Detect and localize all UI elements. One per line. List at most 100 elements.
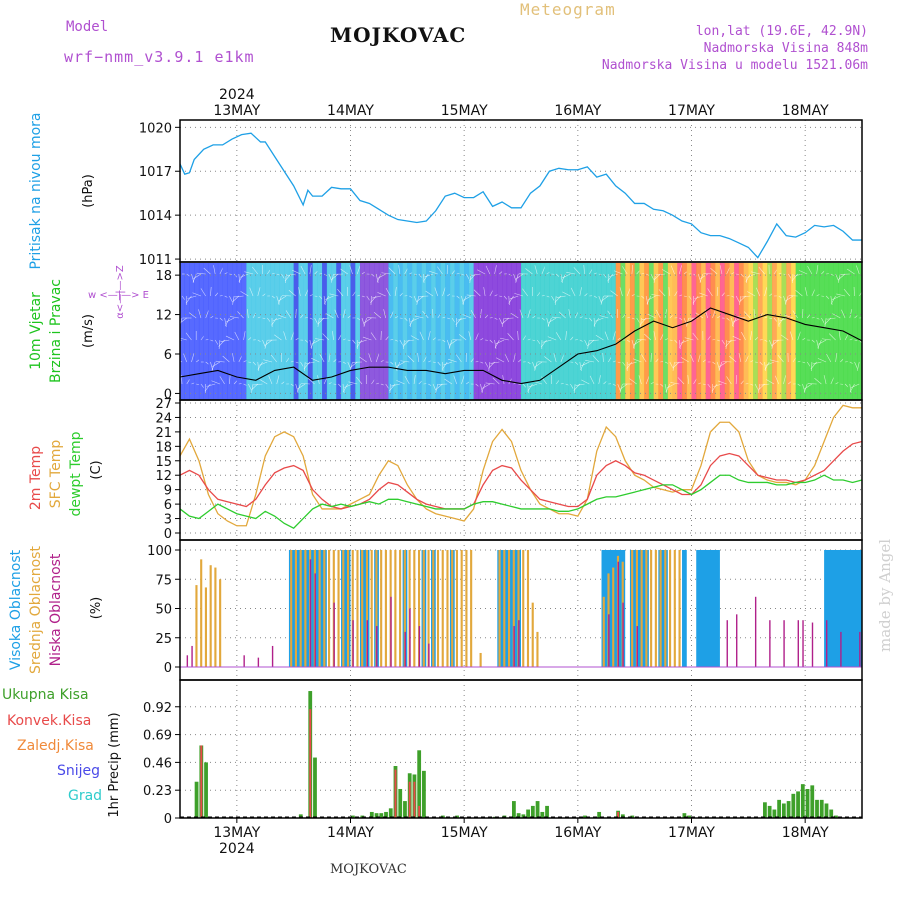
total-precip-bar: [384, 811, 388, 818]
wind-barb: [473, 289, 481, 297]
wind-barb: [373, 311, 382, 319]
wind-barb: [377, 273, 386, 279]
wind-barb: [435, 383, 443, 391]
wind-field-cell: [217, 263, 223, 400]
wind-barb: [607, 273, 614, 282]
mid-cloud-bar: [612, 567, 615, 667]
cloud-ytick-label-4: 100: [147, 544, 172, 559]
wind-field-cell: [255, 263, 261, 400]
wind-field-cell: [459, 263, 465, 400]
wind-barb: [513, 353, 516, 363]
wind-barb: [483, 287, 486, 297]
total-precip-bar: [772, 809, 777, 818]
low-cloud-bar: [271, 645, 274, 667]
wind-barb: [183, 353, 188, 363]
total-precip-bar: [545, 805, 549, 818]
wind-barb: [856, 265, 860, 275]
total-precip-bar: [313, 757, 317, 818]
wind-field-cell: [445, 263, 451, 400]
wind-field-cell: [435, 263, 441, 400]
wind-axis-title-1: 10m Vjetar: [28, 292, 44, 370]
wind-barb: [494, 265, 497, 275]
pressure-ytick-label-1: 1014: [139, 209, 172, 224]
wind-barb: [437, 266, 443, 275]
wind-field-cell: [213, 263, 219, 400]
wind-barb: [746, 273, 756, 278]
mid-cloud-bar: [337, 550, 340, 667]
wind-barb: [677, 377, 685, 385]
wind-field-cell: [615, 263, 621, 400]
high-cloud-bar: [824, 550, 862, 667]
wind-barb: [725, 339, 727, 349]
wind-field-cell: [511, 263, 517, 400]
mid-cloud-bar: [631, 550, 634, 667]
wind-barb: [203, 267, 211, 275]
total-precip-bar: [379, 813, 384, 818]
wind-barb: [281, 295, 291, 297]
wind-barb: [692, 332, 699, 341]
low-cloud-bar: [243, 655, 245, 667]
wind-barb: [710, 267, 718, 275]
mid-cloud-bar: [422, 550, 425, 667]
wind-field-cell: [767, 263, 773, 400]
model-elevation-text: Nadmorska Visina u modelu 1521.06m: [601, 58, 868, 73]
wind-barb: [651, 294, 661, 297]
wind-barb: [499, 337, 509, 341]
wind-field-cell: [648, 263, 654, 400]
wind-field-cell: [397, 263, 403, 400]
low-cloud-bar: [352, 620, 354, 667]
wind-barb: [329, 293, 339, 297]
wind-barb: [692, 295, 699, 304]
wind-barb: [277, 314, 287, 319]
wind-barb: [533, 381, 543, 385]
wind-barb: [668, 287, 671, 297]
wind-barb: [678, 339, 681, 349]
wind-speed-line: [179, 307, 863, 385]
wind-barb: [599, 315, 609, 319]
low-cloud-bar: [811, 622, 814, 667]
top-day-label-4: 17MAY: [668, 103, 715, 119]
wind-field-cell: [293, 263, 299, 400]
wind-field-cell: [629, 263, 635, 400]
wind-barb: [666, 383, 675, 389]
wind-field-cell: [355, 263, 361, 400]
wind-barb: [812, 361, 822, 365]
mid-cloud-bar: [479, 652, 482, 667]
wind-barb: [462, 295, 472, 301]
wind-barb: [350, 361, 358, 368]
wind-barb: [200, 288, 206, 297]
temp-ytick-label-8: 24: [155, 411, 172, 426]
wind-barb: [598, 375, 601, 385]
wind-barb: [238, 273, 241, 283]
wind-barb: [343, 383, 349, 392]
low-cloud-axis-title: Niska Oblacnost: [48, 553, 64, 666]
wind-barb: [826, 317, 836, 320]
wind-barb: [653, 331, 656, 341]
cloud-ytick-label-2: 50: [155, 603, 172, 618]
mid-cloud-bar: [503, 550, 506, 667]
wind-barb: [629, 378, 637, 385]
wind-barb: [388, 267, 396, 275]
wind-barb: [218, 339, 221, 349]
wind-barb: [517, 331, 519, 341]
wind-field-cell: [601, 263, 607, 400]
wind-barb: [185, 295, 192, 304]
wind-barb: [830, 295, 833, 305]
low-cloud-bar: [797, 620, 799, 667]
wind-field-cell: [383, 263, 389, 400]
wind-barb: [470, 310, 476, 319]
wind-barb: [602, 353, 604, 363]
low-cloud-bar: [754, 596, 757, 667]
wind-ytick-label-2: 12: [155, 309, 172, 324]
wind-barb: [416, 295, 424, 303]
mid-cloud-bar: [673, 550, 676, 667]
wind-barb: [793, 273, 803, 277]
wind-barb: [587, 339, 595, 347]
wind-barb: [253, 383, 263, 386]
wind-field-cell: [757, 263, 763, 400]
wind-barb: [846, 268, 855, 275]
mid-cloud-bar: [650, 550, 653, 667]
total-precip-bar: [810, 785, 815, 818]
wind-barb: [252, 266, 259, 275]
dewpt-axis-title: dewpt Temp: [68, 431, 84, 516]
